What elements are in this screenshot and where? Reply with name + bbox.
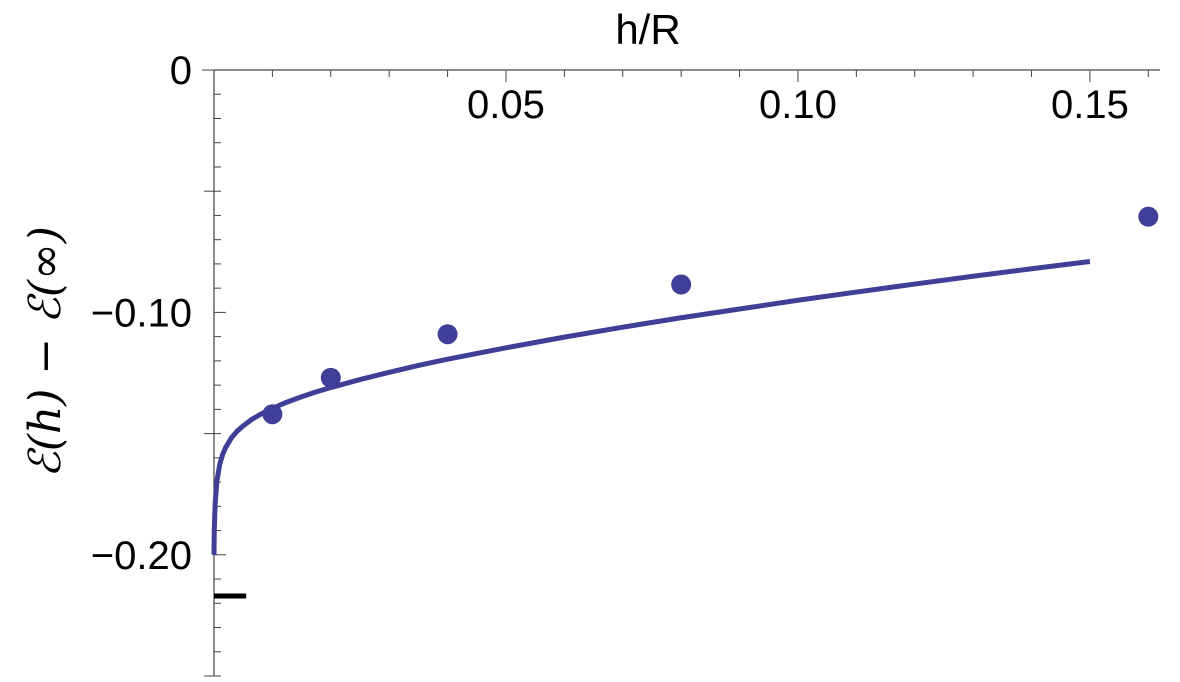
fit-curve bbox=[211, 259, 1091, 555]
data-point bbox=[320, 367, 341, 388]
x-axis-title: h/R bbox=[615, 6, 680, 53]
x-tick-label: 0.10 bbox=[759, 83, 837, 127]
x-tick-label: 0.15 bbox=[1051, 83, 1129, 127]
y-tick-label: 0 bbox=[170, 49, 192, 93]
y-axis-title: ℰ(h) − ℰ(∞) bbox=[20, 226, 71, 478]
y-tick-label: −0.10 bbox=[91, 291, 192, 335]
plot-series bbox=[211, 206, 1159, 555]
data-point bbox=[262, 404, 283, 425]
y-tick-label: −0.20 bbox=[91, 534, 192, 578]
data-point bbox=[1138, 206, 1159, 227]
data-point bbox=[671, 274, 692, 295]
axes: 0.05 0.10 0.15 0 −0.10 −0.20 bbox=[91, 49, 1160, 677]
data-point bbox=[437, 324, 458, 345]
x-tick-label: 0.05 bbox=[467, 83, 545, 127]
